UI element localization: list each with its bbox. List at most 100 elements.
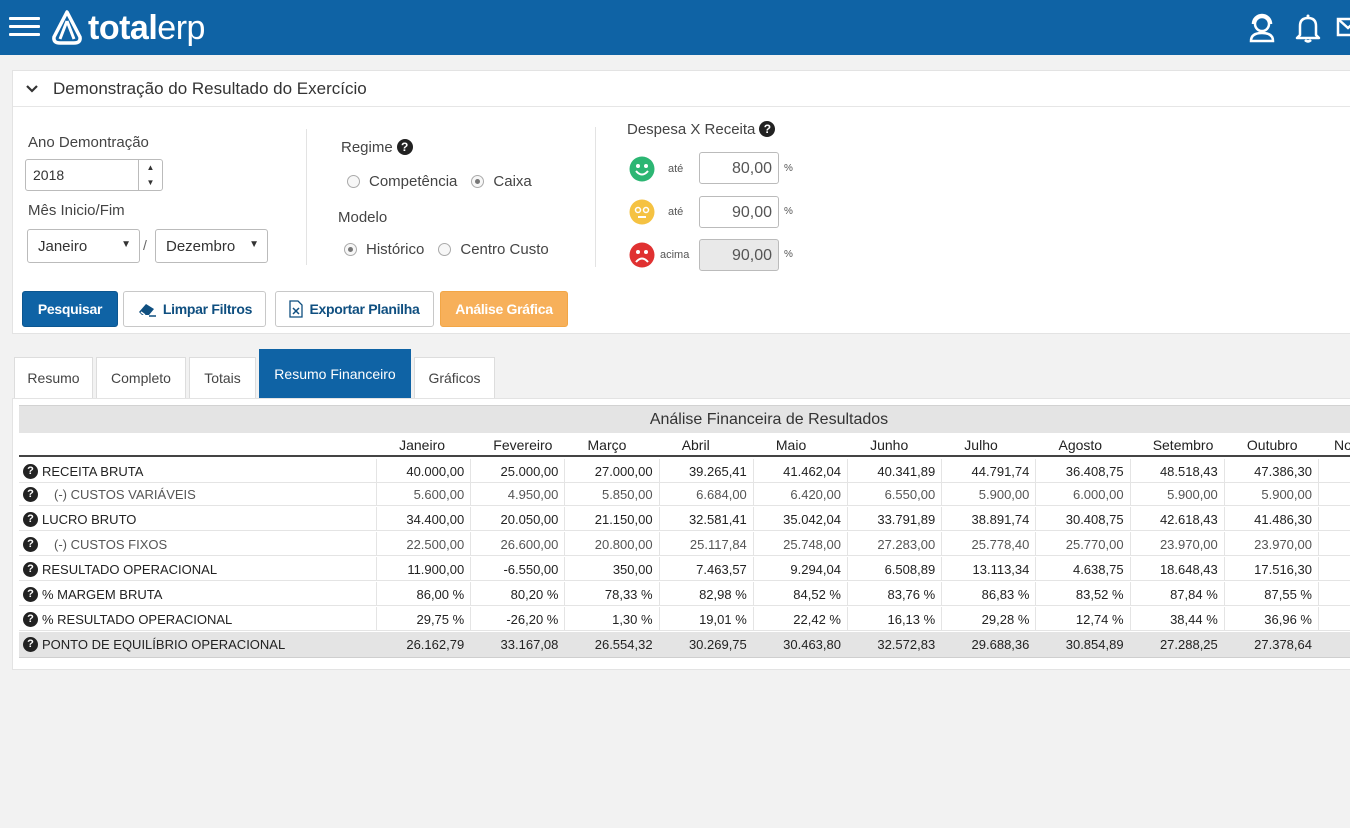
row-label: ? (-) CUSTOS VARIÁVEIS xyxy=(23,487,196,502)
threshold-mid-input[interactable]: 90,00 xyxy=(699,196,779,228)
table-cell xyxy=(1318,507,1350,531)
help-icon[interactable]: ? xyxy=(23,537,38,552)
table-cell: -26,20 % xyxy=(470,607,564,631)
table-cell: 16,13 % xyxy=(847,607,941,631)
row-label: ? % MARGEM BRUTA xyxy=(23,587,162,602)
table-cell: 23.970,00 xyxy=(1129,532,1224,556)
table-row: ? LUCRO BRUTO 34.400,00 20.050,00 21.150,00 3… xyxy=(19,507,1350,531)
help-icon[interactable]: ? xyxy=(23,637,38,652)
help-icon[interactable]: ? xyxy=(23,487,38,502)
table-cell: 5.900,00 xyxy=(1223,482,1318,506)
table-cell: 42.618,43 xyxy=(1129,507,1224,531)
table-cell: 41.462,04 xyxy=(752,459,847,483)
row-label-text: RECEITA BRUTA xyxy=(42,464,144,479)
tab-graficos[interactable]: Gráficos xyxy=(414,357,495,398)
modelo-historico-radio[interactable] xyxy=(344,243,357,256)
spin-up-icon[interactable]: ▲ xyxy=(146,163,155,172)
table-cell: 6.550,00 xyxy=(847,482,941,506)
caret-down-icon: ▼ xyxy=(121,239,131,250)
row-label: ? RECEITA BRUTA xyxy=(23,464,143,479)
table-cell: 30.854,89 xyxy=(1035,632,1129,656)
excel-file-icon xyxy=(289,300,304,318)
help-icon[interactable]: ? xyxy=(396,139,413,155)
mes-fim-select[interactable]: Dezembro ▼ xyxy=(155,229,268,263)
threshold-high-input: 90,00 xyxy=(699,239,779,271)
table-cell: 30.463,80 xyxy=(752,632,847,656)
support-agent-icon[interactable] xyxy=(1245,10,1279,44)
tab-totais[interactable]: Totais xyxy=(189,357,256,398)
row-label-text: % RESULTADO OPERACIONAL xyxy=(42,612,233,627)
table-cell: 36,96 % xyxy=(1223,607,1318,631)
table-cell: 6.508,89 xyxy=(847,557,941,581)
help-icon[interactable]: ? xyxy=(23,612,38,627)
threshold-label: até xyxy=(668,206,684,218)
help-icon[interactable]: ? xyxy=(23,587,38,602)
row-label: ? (-) CUSTOS FIXOS xyxy=(23,537,167,552)
mes-inicio-select[interactable]: Janeiro ▼ xyxy=(27,229,140,263)
help-icon[interactable]: ? xyxy=(23,464,38,479)
row-label: ? LUCRO BRUTO xyxy=(23,512,136,527)
month-header: Outubro xyxy=(1246,437,1298,453)
despesa-receita-label: Despesa X Receita? xyxy=(627,121,776,138)
pesquisar-button[interactable]: Pesquisar xyxy=(22,291,118,327)
table-cell xyxy=(1318,482,1350,506)
modelo-radio-group: Histórico Centro Custo xyxy=(344,241,549,258)
table-cell: 39.265,41 xyxy=(658,459,753,483)
regime-competencia-label[interactable]: Competência xyxy=(369,173,458,190)
table-cell: 87,55 % xyxy=(1223,582,1318,606)
ano-input[interactable]: 2018 ▲ ▼ xyxy=(25,159,163,191)
modelo-centro-custo-radio[interactable] xyxy=(438,243,452,256)
percent-sign: % xyxy=(784,206,793,217)
table-cell: 25.000,00 xyxy=(470,459,564,483)
table-cell: 5.850,00 xyxy=(564,482,658,506)
row-label-text: LUCRO BRUTO xyxy=(42,512,137,527)
threshold-label: até xyxy=(668,163,684,175)
table-cell: 29,28 % xyxy=(941,607,1035,631)
panel-header[interactable]: Demonstração do Resultado do Exercício xyxy=(13,71,1350,107)
modelo-centro-custo-label[interactable]: Centro Custo xyxy=(460,241,549,258)
top-bar: totalerp xyxy=(0,0,1350,55)
regime-caixa-radio[interactable] xyxy=(471,175,485,188)
table-cell: 27.283,00 xyxy=(847,532,941,556)
month-header: Agosto xyxy=(1058,437,1103,453)
help-icon[interactable]: ? xyxy=(759,121,776,137)
row-label-text: RESULTADO OPERACIONAL xyxy=(42,562,218,577)
table-cell: 33.791,89 xyxy=(847,507,941,531)
exportar-planilha-button[interactable]: Exportar Planilha xyxy=(275,291,434,327)
tab-resumo-financeiro[interactable]: Resumo Financeiro xyxy=(259,349,411,398)
ano-spinner[interactable]: ▲ ▼ xyxy=(138,160,162,190)
table-cell: 30.269,75 xyxy=(658,632,753,656)
table-cell: 87,84 % xyxy=(1129,582,1224,606)
mes-separator: / xyxy=(143,237,147,253)
analise-grafica-button[interactable]: Análise Gráfica xyxy=(440,291,568,327)
table-cell: 26.554,32 xyxy=(564,632,658,656)
table-cell: 5.600,00 xyxy=(376,482,470,506)
neutral-face-icon xyxy=(629,199,655,225)
regime-label: Regime? xyxy=(341,139,413,156)
regime-competencia-radio[interactable] xyxy=(347,175,360,188)
tab-completo[interactable]: Completo xyxy=(96,357,186,398)
table-cell: 6.684,00 xyxy=(658,482,753,506)
tab-resumo[interactable]: Resumo xyxy=(14,357,93,398)
logo[interactable]: totalerp xyxy=(50,6,205,50)
spin-down-icon[interactable]: ▼ xyxy=(146,178,155,187)
chevron-down-icon[interactable] xyxy=(25,82,39,96)
hamburger-menu-icon[interactable] xyxy=(9,12,40,42)
mail-icon[interactable] xyxy=(1336,10,1350,44)
table-cell: 34.400,00 xyxy=(376,507,470,531)
modelo-historico-label[interactable]: Histórico xyxy=(366,241,425,258)
threshold-low-input[interactable]: 80,00 xyxy=(699,152,779,184)
logo-text-light: erp xyxy=(157,9,205,47)
table-row: ? RECEITA BRUTA 40.000,00 25.000,00 27.000,0… xyxy=(19,459,1350,483)
regime-caixa-label[interactable]: Caixa xyxy=(493,173,532,190)
limpar-filtros-button[interactable]: Limpar Filtros xyxy=(123,291,266,327)
help-icon[interactable]: ? xyxy=(23,562,38,577)
table-cell: 22,42 % xyxy=(752,607,847,631)
ano-label: Ano Demontração xyxy=(28,134,149,151)
help-icon[interactable]: ? xyxy=(23,512,38,527)
row-label-text: % MARGEM BRUTA xyxy=(42,587,163,602)
table-cell: 20.050,00 xyxy=(470,507,564,531)
bell-icon[interactable] xyxy=(1291,10,1325,44)
table-cell: 29,75 % xyxy=(376,607,470,631)
divider xyxy=(306,129,307,265)
